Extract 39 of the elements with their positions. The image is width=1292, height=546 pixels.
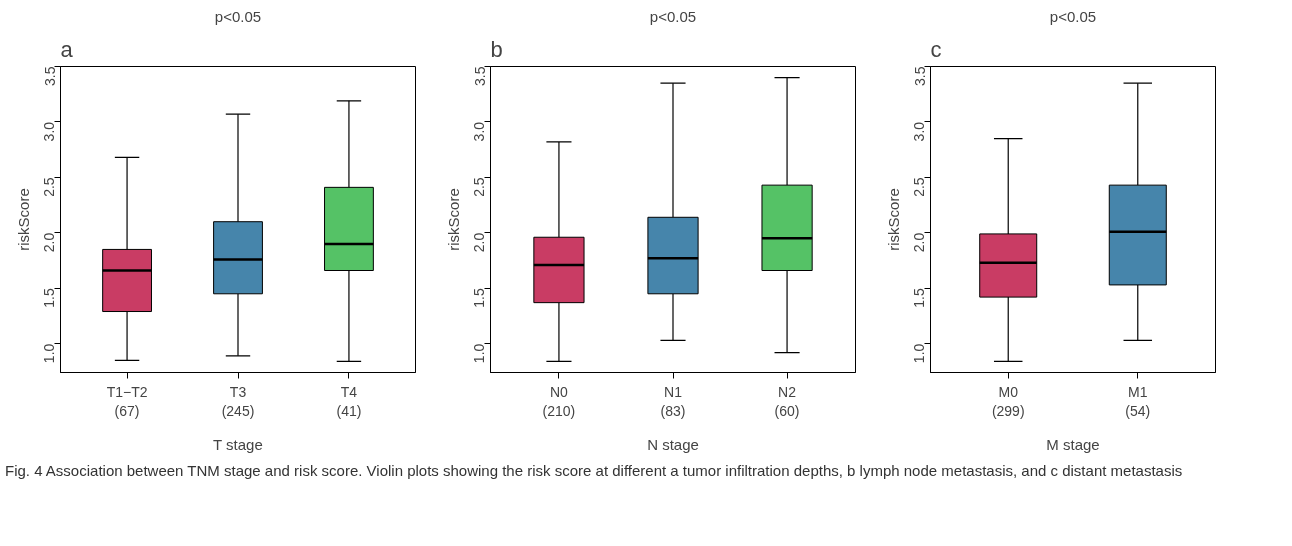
y-tick-label: 3.5 [471, 66, 488, 86]
caption: Fig. 4 Association between TNM stage and risk score. Violin plots showing the risk score at different a tumor infiltration depths, b lymph node metastasis, and c distant metastasis [5, 461, 1183, 481]
y-tick-label: 3.5 [911, 66, 928, 86]
y-tick-label: 2.5 [911, 177, 928, 197]
x-axis-title: T stage [212, 435, 263, 453]
y-tick-label: 1.0 [41, 343, 58, 364]
x-tick-label: M1 (54) [1125, 383, 1151, 419]
x-axis-title: N stage [647, 435, 699, 453]
y-tick-label: 3.0 [41, 121, 58, 142]
x-tick-label: M0 (299) [991, 383, 1025, 419]
y-axis-title: riskScore [444, 188, 462, 251]
text: a [60, 36, 74, 62]
x-tick-label: N1 (83) [660, 383, 686, 419]
y-tick-label: 2.0 [471, 232, 488, 253]
y-tick-label: 1.5 [471, 288, 488, 308]
y-tick-label: 3.0 [911, 121, 928, 142]
y-tick-label: 2.5 [41, 177, 58, 197]
text: b [490, 36, 503, 62]
y-tick-label: 3.5 [41, 66, 58, 86]
y-tick-label: 2.0 [41, 232, 58, 253]
x-axis-title: M stage [1046, 435, 1100, 453]
y-tick-label: 2.0 [911, 232, 928, 253]
y-tick-label: 1.5 [911, 288, 928, 308]
y-axis-title: riskScore [884, 188, 902, 251]
y-axis-title: riskScore [14, 188, 32, 251]
chart-title: p<0.05 [214, 7, 262, 25]
y-tick-label: 1.0 [911, 343, 928, 364]
y-tick-label: 3.0 [471, 121, 488, 142]
text: c [930, 36, 942, 62]
x-tick-label: N2 (60) [774, 383, 800, 419]
x-tick-label: T4 (41) [336, 383, 362, 419]
chart-title: p<0.05 [649, 7, 697, 25]
x-tick-label: T1−T2 (67) [106, 383, 148, 419]
y-tick-label: 1.5 [41, 288, 58, 308]
chart-title: p<0.05 [1049, 7, 1097, 25]
x-tick-label: N0 (210) [542, 383, 576, 419]
x-tick-label: T3 (245) [221, 383, 255, 419]
y-tick-label: 1.0 [471, 343, 488, 364]
y-tick-label: 2.5 [471, 177, 488, 197]
